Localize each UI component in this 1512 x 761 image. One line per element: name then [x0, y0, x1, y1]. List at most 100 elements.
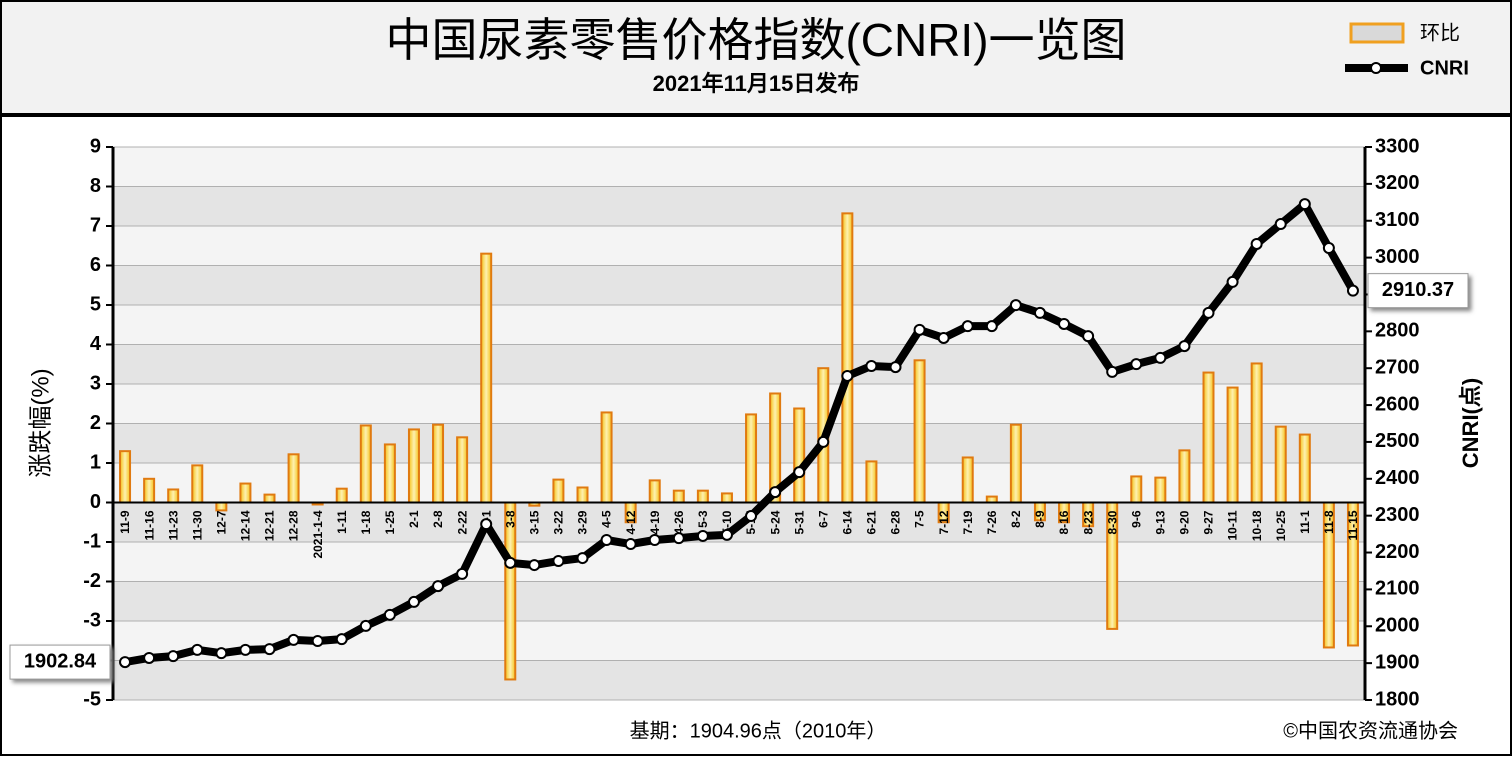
x-tick-label: 8-2 [1009, 510, 1023, 528]
x-tick-label: 11-16 [142, 510, 156, 540]
legend-swatch [1349, 22, 1405, 44]
x-tick-label: 3-15 [528, 510, 542, 534]
bar [1250, 362, 1263, 504]
y-tick-label: 1 [90, 451, 101, 473]
line-marker [1082, 330, 1095, 343]
y-tick-label: 0 [90, 491, 101, 513]
x-tick-label: 12-7 [215, 510, 229, 534]
line-marker [793, 466, 806, 479]
x-tick-label: 2-1 [407, 510, 421, 528]
x-tick-label: 7-19 [961, 510, 975, 534]
x-tick-label: 10-11 [1226, 510, 1240, 540]
line-marker [696, 529, 709, 542]
chart-title: 中国尿素零售价格指数(CNRI)一览图 [385, 14, 1126, 66]
line-marker [1226, 275, 1239, 288]
bar [720, 492, 733, 504]
x-tick-label: 2021-1-4 [311, 510, 325, 558]
line-marker [817, 435, 830, 448]
bar [167, 488, 180, 504]
y-tick-label: -1 [83, 530, 101, 552]
y2-tick-label: 2000 [1375, 615, 1420, 637]
x-tick-label: 6-28 [889, 510, 903, 534]
y-tick-label: 4 [90, 333, 102, 355]
y2-tick-label: 2100 [1375, 578, 1420, 600]
bar [1178, 449, 1191, 504]
bar [1202, 371, 1215, 504]
line-marker [889, 361, 902, 374]
bar [576, 486, 589, 504]
bar [119, 450, 132, 504]
value-label-box [1367, 273, 1469, 309]
bar [239, 482, 252, 504]
line-marker [913, 323, 926, 336]
y2-tick-label: 2300 [1375, 504, 1420, 526]
line-marker [1009, 299, 1022, 312]
x-tick-label: 8-9 [1033, 510, 1047, 528]
line-marker [1033, 306, 1046, 319]
bar [335, 487, 348, 504]
plot-band [113, 542, 1365, 582]
x-tick-label: 5-24 [768, 510, 782, 534]
y2-tick-label: 2200 [1375, 541, 1420, 563]
line-marker [456, 567, 469, 580]
x-tick-label: 11-1 [1298, 510, 1312, 534]
x-tick-label: 4-12 [624, 510, 638, 534]
plot-band [113, 463, 1365, 503]
header-bg [2, 2, 1510, 114]
bar [432, 423, 445, 504]
x-tick-label: 11-9 [118, 510, 132, 534]
line-marker [1178, 340, 1191, 353]
line-marker [215, 647, 228, 660]
line-marker [648, 533, 661, 546]
footnote: 基期：1904.96点（2010年） [630, 719, 887, 742]
line-marker [480, 518, 493, 531]
x-tick-label: 8-23 [1081, 510, 1095, 534]
y2-tick-label: 2800 [1375, 320, 1420, 342]
line-marker [769, 486, 782, 499]
legend-label: 环比 [1420, 21, 1460, 44]
bar [600, 411, 613, 504]
line-marker [672, 532, 685, 545]
bar [865, 460, 878, 504]
y-axis-label: 涨跌幅(%) [27, 368, 54, 477]
line-marker [407, 595, 420, 608]
x-tick-label: 10-25 [1274, 510, 1288, 541]
line-marker [311, 635, 324, 648]
y-tick-label: -5 [83, 688, 101, 710]
x-tick-label: 5-31 [792, 510, 806, 534]
line-marker [865, 359, 878, 372]
y-tick-label: 3 [90, 372, 101, 394]
x-tick-label: 3-22 [552, 510, 566, 534]
x-tick-label: 9-13 [1154, 510, 1168, 534]
x-tick-label: 3-29 [576, 510, 590, 534]
bar [1298, 433, 1311, 504]
line-marker [239, 643, 252, 656]
plot-band [113, 384, 1365, 424]
x-tick-label: 5-3 [696, 510, 710, 528]
x-tick-label: 6-21 [865, 510, 879, 534]
plot-band [113, 186, 1365, 226]
line-marker [263, 643, 276, 656]
plot-band [113, 265, 1365, 305]
line [124, 200, 1357, 667]
x-tick-label: 7-5 [913, 510, 927, 528]
line-marker [552, 555, 565, 568]
line-marker [1106, 365, 1119, 378]
value-label: 1902.84 [24, 650, 97, 672]
bar [480, 252, 493, 504]
y-tick-label: 9 [90, 135, 101, 157]
line-marker [985, 320, 998, 333]
x-tick-label: 1-11 [335, 510, 349, 534]
y2-tick-label: 2600 [1375, 393, 1420, 415]
x-tick-label: 9-20 [1178, 510, 1192, 534]
x-tick-label: 11-8 [1322, 510, 1336, 534]
legend-marker [1370, 62, 1382, 74]
bar [648, 479, 661, 504]
x-tick-label: 4-26 [672, 510, 686, 534]
line-marker [624, 538, 637, 551]
y2-tick-label: 3100 [1375, 209, 1420, 231]
line-marker [1298, 198, 1311, 211]
bar [383, 443, 396, 504]
bar [191, 464, 204, 504]
y2-tick-label: 3300 [1375, 135, 1420, 157]
